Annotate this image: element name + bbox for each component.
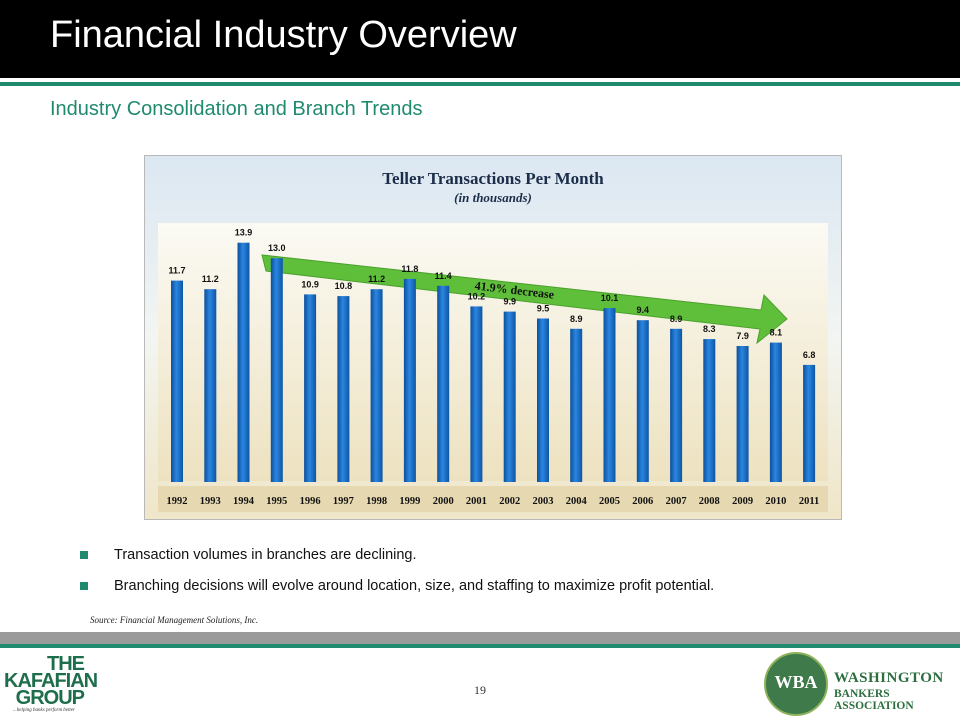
year-label-1994: 1994 [233, 496, 255, 507]
year-label-1998: 1998 [366, 496, 387, 507]
value-label-2001: 10.2 [468, 291, 486, 301]
year-label-1995: 1995 [266, 496, 287, 507]
bar-1992 [171, 280, 183, 482]
chart-year-strip [158, 486, 828, 512]
year-label-2010: 2010 [765, 496, 786, 507]
value-label-1996: 10.9 [301, 279, 319, 289]
bar-2004 [570, 328, 583, 482]
value-label-2003: 9.5 [537, 304, 550, 314]
bar-2011 [803, 364, 816, 482]
bar-1996 [304, 294, 317, 482]
kafafian-logo-line: KAFAFIAN [4, 670, 98, 692]
year-label-2005: 2005 [599, 496, 620, 507]
value-label-2007: 8.9 [670, 314, 683, 324]
value-label-2002: 9.9 [503, 297, 516, 307]
year-label-2001: 2001 [466, 496, 487, 507]
year-label-2011: 2011 [799, 496, 819, 507]
value-label-2010: 8.1 [770, 328, 783, 338]
wba-name-line1: WASHINGTON [834, 670, 944, 686]
bullet-text: Branching decisions will evolve around l… [114, 578, 715, 594]
bar-group [171, 242, 816, 482]
year-label-2009: 2009 [732, 496, 753, 507]
bullet-marker [80, 551, 88, 559]
kafafian-logo-line: GROUP [15, 687, 85, 709]
year-label-1992: 1992 [167, 496, 188, 507]
chart-plot-area [158, 223, 828, 481]
bar-2005 [603, 308, 616, 482]
value-label-2005: 10.1 [601, 293, 619, 303]
header-accent-line [0, 82, 960, 86]
year-label-2004: 2004 [566, 496, 588, 507]
bar-2003 [537, 318, 549, 482]
wba-name-line2: BANKERS ASSOCIATION [834, 688, 914, 712]
bar-1995 [270, 258, 283, 482]
bar-1997 [337, 296, 350, 482]
source-note: Source: Financial Management Solutions, … [90, 615, 259, 625]
year-label-2008: 2008 [699, 496, 720, 507]
bar-1993 [204, 289, 217, 482]
value-label-1992: 11.7 [168, 266, 185, 276]
kafafian-logo-line: THE [47, 653, 85, 675]
value-label-1995: 13.0 [268, 243, 286, 253]
footer-bar [0, 632, 960, 644]
value-label-2006: 9.4 [637, 305, 650, 315]
value-label-1998: 11.2 [368, 274, 385, 284]
value-label-1994: 13.9 [235, 228, 253, 238]
wba-abbr: WBA [774, 672, 818, 692]
bullet-item: Transaction volumes in branches are decl… [80, 546, 940, 577]
bullet-list: Transaction volumes in branches are decl… [80, 546, 940, 608]
bar-2008 [703, 339, 716, 482]
decrease-arrow [261, 254, 788, 345]
bullet-marker [80, 582, 88, 590]
year-label-1993: 1993 [200, 496, 221, 507]
bar-2007 [670, 328, 683, 482]
value-label-1993: 11.2 [202, 274, 219, 284]
value-label-1997: 10.8 [335, 281, 353, 291]
year-label-1997: 1997 [333, 496, 354, 507]
kafafian-tagline: ...helping banks perform better [13, 708, 75, 713]
value-label-2011: 6.8 [803, 350, 816, 360]
year-label-2006: 2006 [632, 496, 653, 507]
value-label-2004: 8.9 [570, 314, 583, 324]
year-label-2003: 2003 [533, 496, 554, 507]
year-label-group: 1992 1993 1994 1995 1996 1997 1998 1999 2000 2001… [167, 496, 820, 507]
bullet-item: Branching decisions will evolve around l… [80, 577, 940, 608]
year-label-2002: 2002 [499, 496, 520, 507]
bar-1998 [370, 289, 383, 482]
year-label-2000: 2000 [433, 496, 454, 507]
year-label-2007: 2007 [666, 496, 687, 507]
page-subtitle: Industry Consolidation and Branch Trends [50, 98, 423, 120]
wba-emblem [764, 652, 828, 716]
title-bar: Financial Industry Overview [0, 0, 960, 78]
chart-subtitle: (in thousands) [454, 190, 532, 205]
bar-2002 [503, 311, 516, 482]
page-title: Financial Industry Overview [50, 14, 517, 56]
kafafian-group-logo: THE KAFAFIAN GROUP ...helping banks perf… [4, 653, 98, 720]
year-label-1996: 1996 [300, 496, 321, 507]
value-label-2009: 7.9 [736, 331, 749, 341]
bullet-text: Transaction volumes in branches are decl… [114, 547, 417, 563]
wba-logo: WBA WASHINGTON BANKERS ASSOCIATION [764, 652, 960, 720]
value-label-1999: 11.8 [401, 264, 418, 274]
bar-2006 [636, 320, 649, 482]
bar-1994 [237, 242, 250, 482]
page-number: 19 [474, 683, 486, 697]
value-label-2008: 8.3 [703, 324, 716, 334]
bar-2010 [769, 342, 782, 482]
bar-2001 [470, 306, 483, 482]
bar-2000 [437, 285, 450, 482]
chart-title: Teller Transactions Per Month [382, 169, 604, 188]
bar-1999 [403, 278, 416, 482]
year-label-1999: 1999 [399, 496, 420, 507]
teller-transactions-chart: Teller Transactions Per Month (in thousa… [144, 155, 842, 520]
footer-accent-line [0, 644, 960, 648]
bar-2009 [736, 346, 749, 482]
value-label-2000: 11.4 [435, 271, 452, 281]
value-label-group: 11.7 11.2 13.9 13.0 10.9 10.8 11.2 11.8 11.4 10.2… [168, 228, 815, 360]
